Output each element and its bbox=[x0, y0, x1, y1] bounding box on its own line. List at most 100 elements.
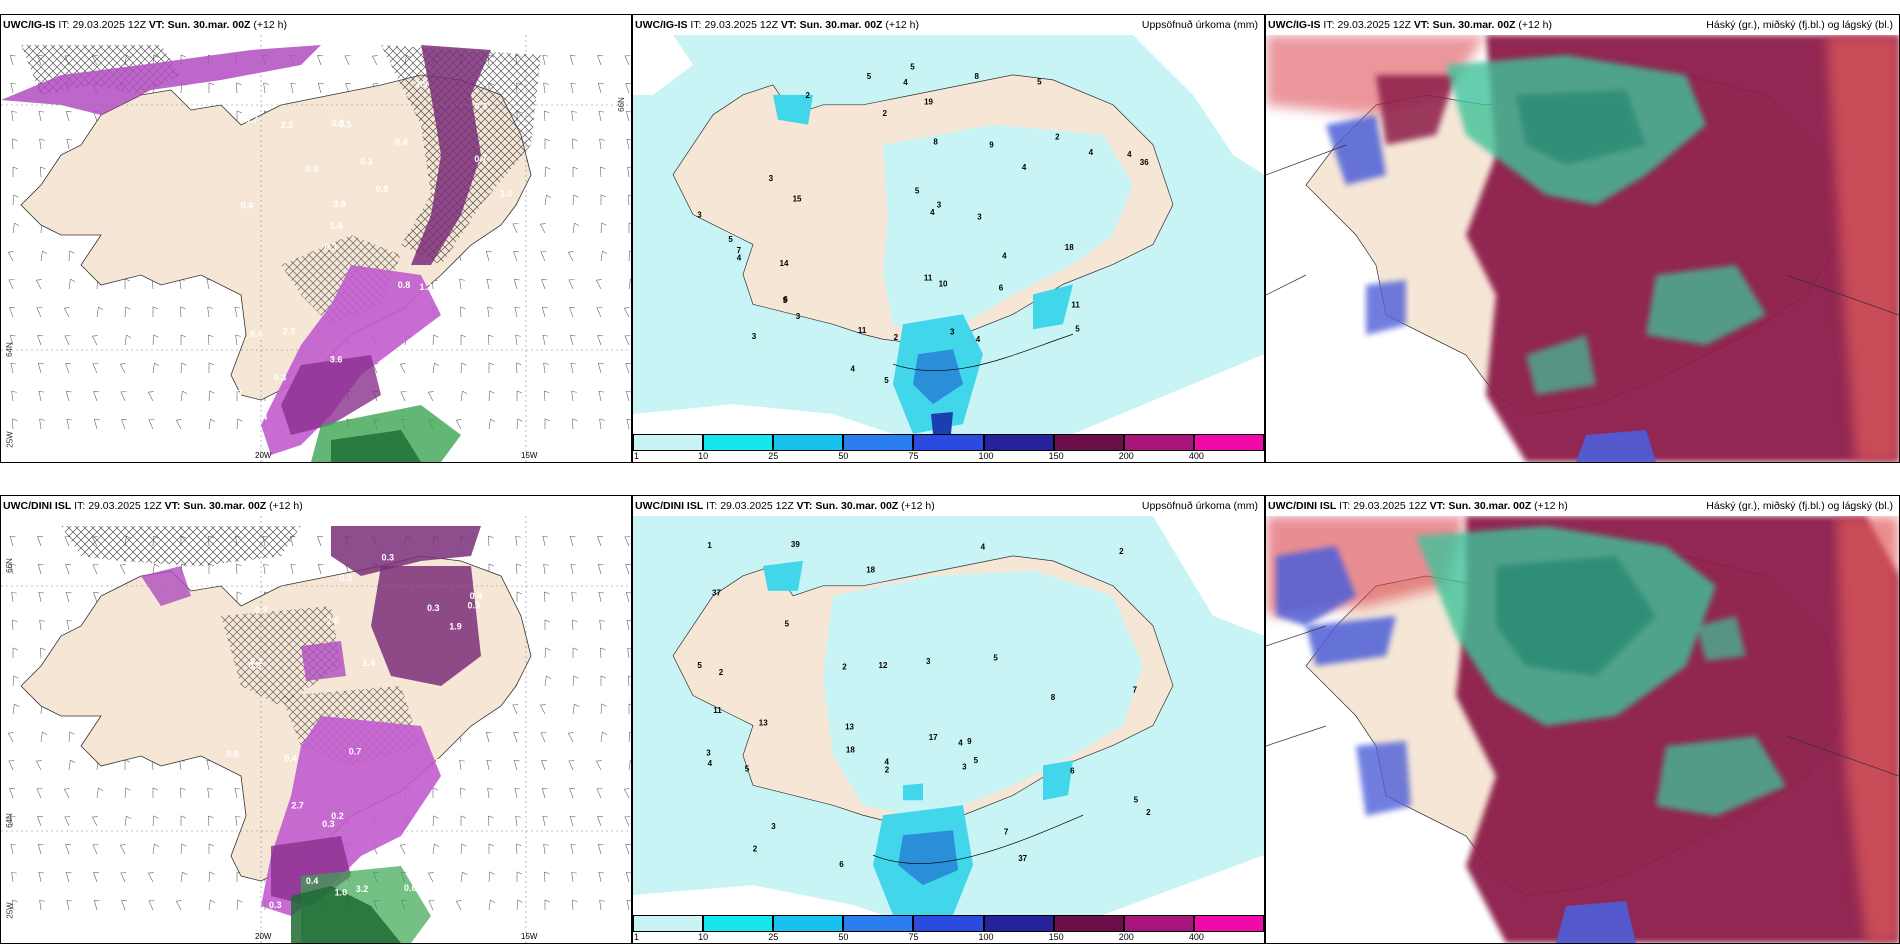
value-label: 4 bbox=[981, 542, 986, 551]
wind-barb bbox=[207, 787, 213, 799]
lon-label-20w: 20W bbox=[255, 451, 272, 460]
wind-barb bbox=[179, 306, 186, 318]
wind-barb bbox=[236, 591, 243, 602]
wind-barb bbox=[570, 563, 577, 575]
panel-header: UWC/DINI ISL IT: 29.03.2025 12Z VT: Sun.… bbox=[633, 496, 1264, 516]
wind-barb bbox=[625, 363, 631, 374]
colorbar-tick: 150 bbox=[1048, 932, 1064, 942]
wind-barb bbox=[11, 899, 18, 911]
value-label: 11 bbox=[924, 273, 933, 282]
wind-barb bbox=[152, 563, 160, 575]
lon-label-15w: 15W bbox=[521, 451, 538, 460]
valid-time-label: VT: bbox=[148, 19, 165, 31]
value-label: 2 bbox=[894, 333, 899, 342]
colorbar-swatch bbox=[913, 434, 984, 451]
wind-barb bbox=[208, 362, 215, 373]
colorbar-swatch bbox=[633, 434, 704, 451]
wind-barb bbox=[623, 788, 630, 799]
wind-barb bbox=[543, 110, 550, 122]
value-label: 5 bbox=[785, 619, 790, 628]
init-time: 29.03.2025 12Z bbox=[88, 500, 162, 512]
value-label: 0.3 bbox=[427, 603, 440, 613]
wind-barb bbox=[514, 787, 521, 799]
wind-barb bbox=[572, 222, 580, 234]
wind-barb bbox=[597, 335, 603, 346]
wind-barb bbox=[124, 787, 131, 799]
wind-barb bbox=[539, 704, 546, 715]
wind-barb bbox=[516, 871, 523, 882]
wind-barb bbox=[152, 843, 160, 855]
colorbar-swatch bbox=[983, 434, 1054, 451]
wind-barb bbox=[515, 362, 522, 374]
value-label: 2 bbox=[719, 668, 724, 677]
valid-time-label: VT: bbox=[1413, 19, 1430, 31]
wind-barb bbox=[572, 194, 579, 206]
colorbar-tick: 200 bbox=[1118, 932, 1134, 942]
wind-barb bbox=[432, 815, 439, 827]
lat-label-64n: 64N bbox=[4, 813, 14, 828]
wind-barb bbox=[513, 251, 519, 262]
wind-barb bbox=[515, 535, 521, 547]
wind-barb bbox=[625, 111, 631, 122]
value-label: 0.4 bbox=[255, 412, 268, 422]
cloud-map-panel-igis: UWC/IG-IS IT: 29.03.2025 12Z VT: Sun. 30… bbox=[1265, 14, 1900, 463]
valid-time: Sun. 30.mar. 00Z bbox=[1432, 19, 1516, 31]
lon-label-15w: 15W bbox=[521, 932, 538, 941]
value-label: 11 bbox=[1071, 300, 1080, 309]
wind-barb bbox=[569, 536, 576, 547]
wind-barb bbox=[152, 815, 159, 827]
wind-barb bbox=[572, 675, 579, 687]
value-label: 18 bbox=[1065, 243, 1074, 252]
wind-barb bbox=[148, 419, 155, 430]
wind-barb bbox=[571, 390, 577, 402]
colorbar-swatch bbox=[1123, 915, 1194, 932]
wind-barb bbox=[208, 390, 215, 402]
colorbar-tick: 100 bbox=[978, 932, 994, 942]
wind-barb bbox=[235, 563, 242, 575]
wind-barb bbox=[459, 787, 466, 799]
value-label: 37 bbox=[1018, 854, 1027, 863]
precip-map-panel-dini: UWC/DINI ISL IT: 29.03.2025 12Z VT: Sun.… bbox=[632, 495, 1265, 944]
value-label: 0.3 bbox=[340, 573, 353, 583]
wind-barb bbox=[460, 362, 467, 374]
wind-barb bbox=[235, 82, 242, 94]
value-label: 0.4 bbox=[470, 591, 483, 601]
value-label: 0.8 bbox=[467, 363, 480, 373]
wind-barb bbox=[10, 563, 17, 575]
colorbar-tick: 1 bbox=[634, 932, 640, 942]
wind-barb bbox=[147, 872, 154, 883]
precip-interior bbox=[883, 124, 1133, 335]
wind-barb bbox=[92, 363, 99, 374]
value-label: 0.7 bbox=[245, 115, 258, 125]
wind-barb bbox=[93, 592, 99, 603]
wind-barb bbox=[460, 390, 468, 402]
wind-barb bbox=[625, 83, 631, 94]
valid-time-label: VT: bbox=[780, 19, 797, 31]
wind-barb bbox=[124, 815, 132, 827]
value-label: 0.3 bbox=[468, 600, 481, 610]
wind-barb bbox=[208, 843, 215, 854]
panel-title: Uppsöfnuð úrkoma (mm) bbox=[1141, 19, 1258, 31]
value-label: 4 bbox=[737, 254, 742, 263]
wind-barb bbox=[39, 166, 46, 178]
value-label: 2 bbox=[883, 109, 888, 118]
valid-time-label: VT: bbox=[164, 500, 181, 512]
wind-barb bbox=[542, 815, 549, 827]
valid-time-label: VT: bbox=[796, 500, 813, 512]
wind-barb bbox=[10, 843, 17, 855]
wind-barb bbox=[628, 759, 631, 771]
wind-barb bbox=[487, 535, 494, 547]
wind-barb bbox=[597, 816, 603, 827]
wind-barb bbox=[572, 703, 580, 715]
wind-barb bbox=[600, 194, 607, 205]
wind-barb bbox=[544, 899, 551, 910]
value-label: 0.3 bbox=[360, 156, 373, 166]
wind-barb bbox=[371, 55, 378, 66]
wind-barb bbox=[152, 306, 159, 317]
wind-barb bbox=[572, 166, 579, 177]
model-name: UWC/IG-IS bbox=[1268, 19, 1321, 31]
wind-barb bbox=[37, 564, 44, 575]
wind-barb bbox=[344, 55, 351, 66]
wind-barb bbox=[152, 787, 159, 798]
colorbar-tick: 400 bbox=[1188, 451, 1204, 461]
